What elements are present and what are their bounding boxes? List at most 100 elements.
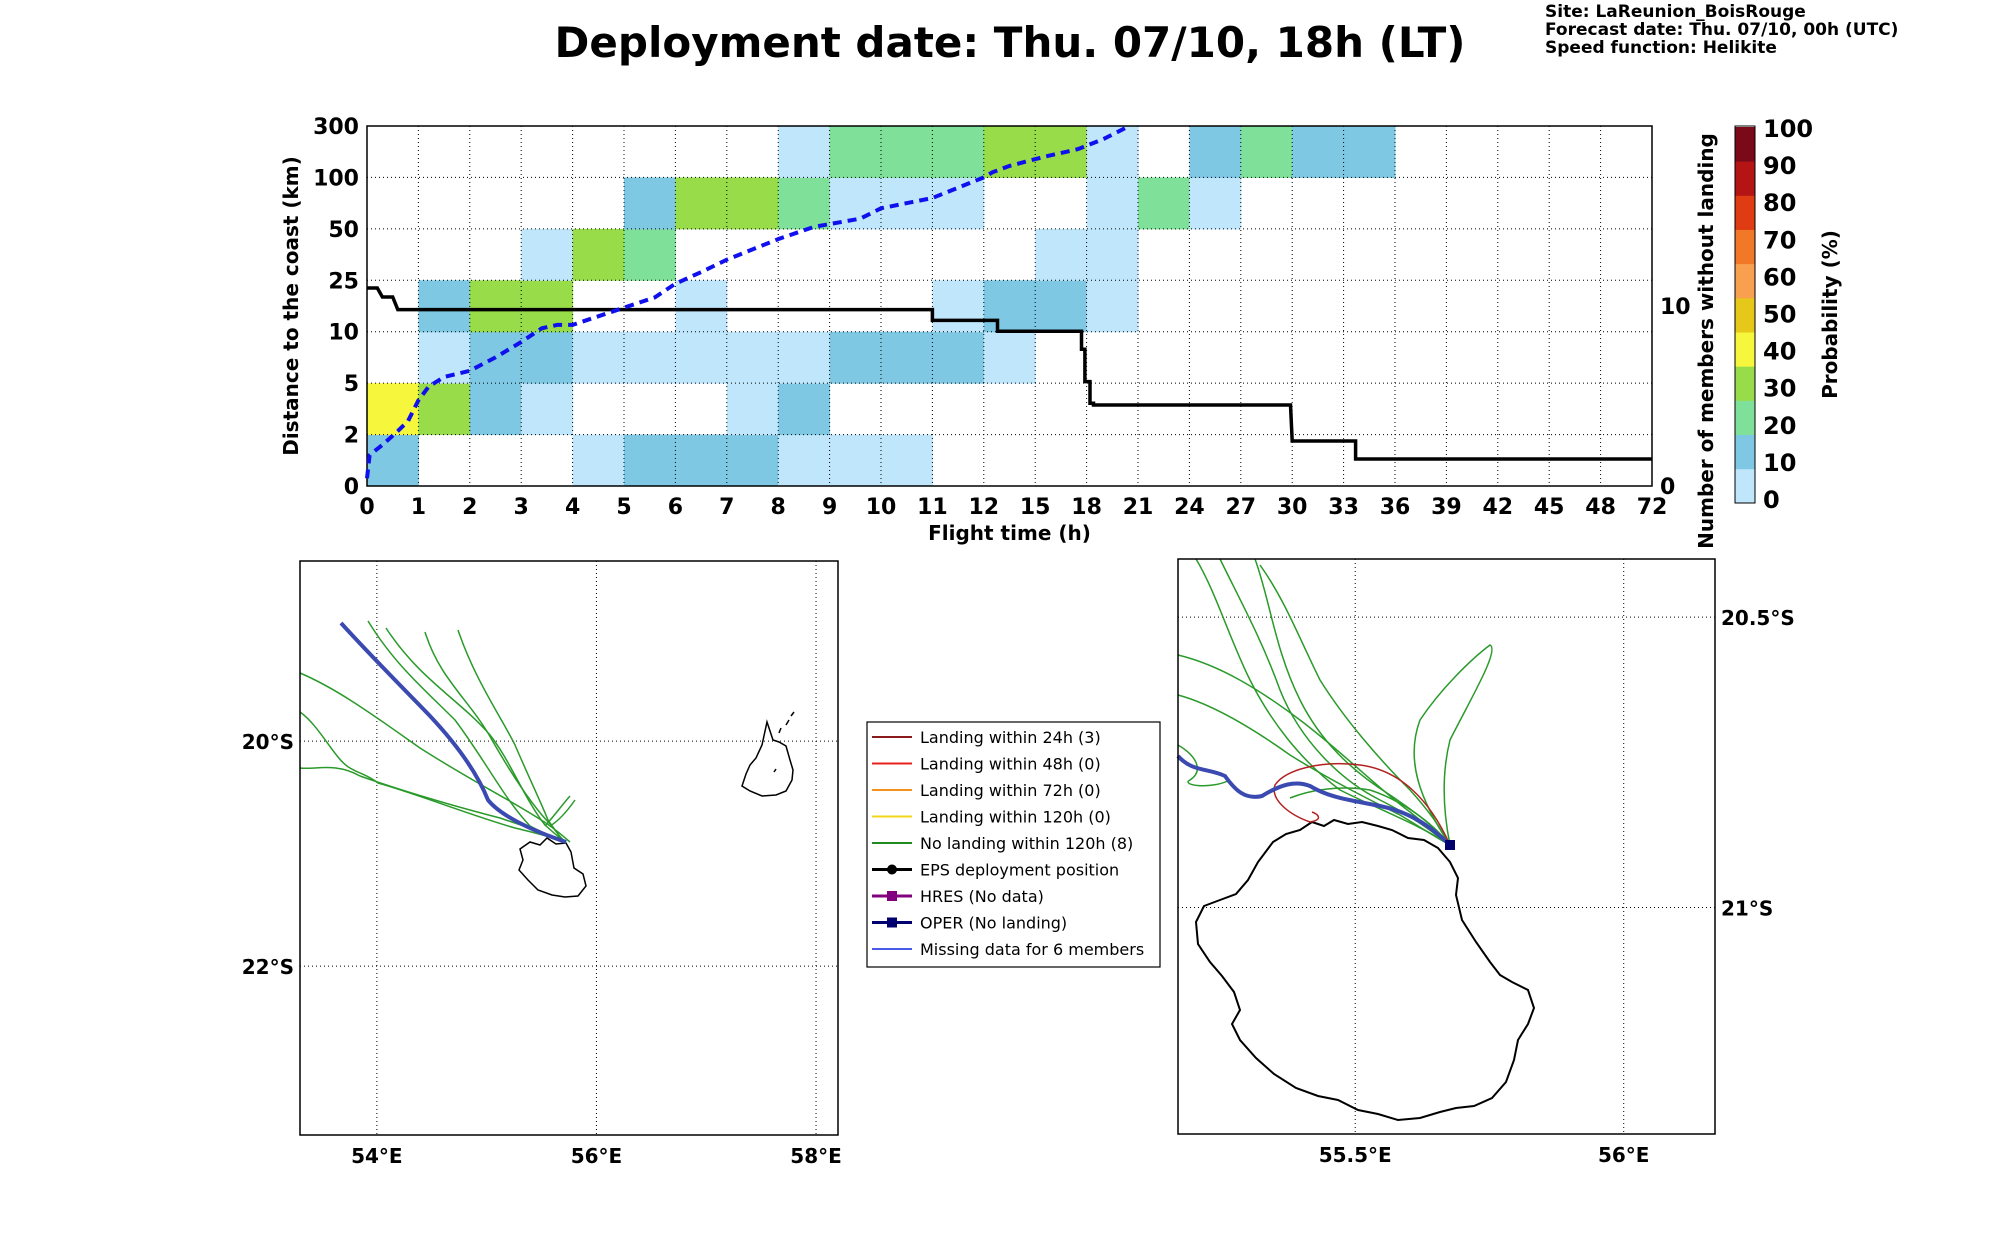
colorbar-segment xyxy=(1735,332,1755,367)
colorbar-segment xyxy=(1735,161,1755,196)
heatmap-cell xyxy=(469,280,522,333)
heatmap-cell xyxy=(932,126,985,178)
legend-marker-circle xyxy=(887,864,897,875)
x-tick-label: 9 xyxy=(822,495,837,520)
heatmap-cell xyxy=(778,126,831,178)
legend-label: Landing within 24h (3) xyxy=(920,728,1101,747)
y-axis-label: Distance to the coast (km) xyxy=(279,156,303,456)
heatmap-cell xyxy=(521,228,574,281)
y-tick-label: 2 xyxy=(344,424,359,449)
colorbar-segment xyxy=(1735,400,1755,436)
legend-entry: OPER (No landing) xyxy=(872,914,1067,933)
x-tick-label: 39 xyxy=(1431,495,1462,520)
heatmap-cell xyxy=(675,177,728,230)
colorbar-tick-label: 70 xyxy=(1763,226,1796,254)
x-tick-label: 18 xyxy=(1071,495,1102,520)
legend-label: HRES (No data) xyxy=(920,887,1044,906)
heatmap-cell xyxy=(675,434,728,487)
x-tick-label: 15 xyxy=(1020,495,1051,520)
heatmap-cell xyxy=(881,331,933,384)
colorbar-tick-label: 60 xyxy=(1763,263,1796,291)
heatmap-cell xyxy=(1035,228,1088,281)
page-title: Deployment date: Thu. 07/10, 18h (LT) xyxy=(554,18,1466,67)
legend-label: Missing data for 6 members xyxy=(920,940,1144,959)
latitude-label: 22°S xyxy=(242,955,294,979)
y-tick-label: 25 xyxy=(328,269,359,294)
heatmap-cell xyxy=(932,280,985,333)
trajectory-no-landing xyxy=(1259,564,1451,846)
trajectory-no-landing xyxy=(1195,558,1451,846)
probability-heatmap: 0 1 2 3 4 5 6 7 8 9 10 11 12 15 18 21 24 27 30 33 36 39 42 45 48… xyxy=(279,115,1718,549)
x-tick-label: 45 xyxy=(1534,495,1565,520)
colorbar-segment xyxy=(1735,297,1755,333)
heatmap-cell xyxy=(778,177,831,230)
overview-map[interactable]: 54°E 56°E 58°E 20°S 22°S xyxy=(242,560,842,1168)
x-tick-label: 4 xyxy=(565,495,580,520)
y-tick-label: 10 xyxy=(328,321,359,346)
heatmap-cell xyxy=(572,434,625,487)
colorbar-segment xyxy=(1735,434,1755,470)
legend-entry: Landing within 120h (0) xyxy=(872,808,1111,827)
heatmap-cell xyxy=(1189,126,1242,178)
colorbar-tick-label: 10 xyxy=(1763,449,1796,477)
x-tick-label: 33 xyxy=(1328,495,1359,520)
oper-trajectory xyxy=(339,621,567,844)
colorbar-segment xyxy=(1735,195,1755,230)
heatmap-cell xyxy=(367,383,419,436)
heatmap-cell xyxy=(1240,126,1293,178)
x-tick-label: 2 xyxy=(462,495,477,520)
heatmap-cell xyxy=(1086,280,1139,333)
plot-frame xyxy=(366,125,1653,487)
x-tick-label: 72 xyxy=(1637,495,1668,520)
heatmap-cell xyxy=(726,434,779,487)
trajectory-no-landing xyxy=(1177,694,1451,846)
latitude-label: 20.5°S xyxy=(1721,606,1795,630)
x-tick-label: 30 xyxy=(1277,495,1308,520)
heatmap-cell xyxy=(418,280,471,333)
heatmap-cell xyxy=(1086,228,1139,281)
heatmap-cell xyxy=(624,434,676,487)
legend-entry: Landing within 24h (3) xyxy=(872,728,1101,747)
colorbar-segment xyxy=(1735,127,1755,162)
colorbar-tick-label: 90 xyxy=(1763,152,1796,180)
heatmap-cell xyxy=(572,228,625,281)
heatmap-cell xyxy=(675,331,728,384)
heatmap-cell xyxy=(932,177,985,230)
colorbar-tick-label: 0 xyxy=(1763,486,1780,514)
zoom-map[interactable]: 55.5°E 56°E 20.5°S 21°S xyxy=(1176,558,1795,1167)
distance-dashed-line xyxy=(365,124,1131,479)
legend-label: Landing within 72h (0) xyxy=(920,781,1101,800)
heatmap-cell xyxy=(829,126,882,178)
legend-label: Landing within 120h (0) xyxy=(920,808,1111,827)
x-tick-label: 10 xyxy=(866,495,897,520)
heatmap-cell xyxy=(881,434,933,487)
legend-marker-square xyxy=(887,917,897,928)
legend-entry: Missing data for 6 members xyxy=(872,940,1144,959)
y-tick-label: 100 xyxy=(313,166,359,191)
x-tick-label: 0 xyxy=(359,495,374,520)
heatmap-cell xyxy=(624,331,676,384)
colorbar-frame xyxy=(1734,125,1756,504)
members-without-landing-line xyxy=(367,286,1652,461)
legend-entry: Landing within 72h (0) xyxy=(872,781,1101,800)
trajectory-no-landing xyxy=(299,672,571,843)
legend-marker-square xyxy=(887,891,897,901)
heatmap-cell xyxy=(932,331,985,384)
y-tick-label: 50 xyxy=(328,218,359,243)
heatmap-cell xyxy=(726,177,779,230)
colorbar-tick-label: 20 xyxy=(1763,412,1796,440)
legend-label: OPER (No landing) xyxy=(920,914,1067,933)
heatmap-cell xyxy=(521,280,574,333)
heatmap-cell xyxy=(521,383,574,436)
heatmap-cell xyxy=(726,383,779,436)
legend-entry: HRES (No data) xyxy=(872,887,1044,906)
trajectory-legend: Landing within 24h (3) Landing within 48h… xyxy=(866,721,1161,968)
x-tick-label: 36 xyxy=(1380,495,1411,520)
heatmap-cell xyxy=(983,280,1036,333)
x-tick-label: 6 xyxy=(668,495,683,520)
islet-outlines xyxy=(773,711,795,773)
y2-tick-label: 0 xyxy=(1660,475,1675,500)
longitude-label: 56°E xyxy=(1598,1143,1650,1167)
heatmap-cell xyxy=(1086,177,1139,230)
